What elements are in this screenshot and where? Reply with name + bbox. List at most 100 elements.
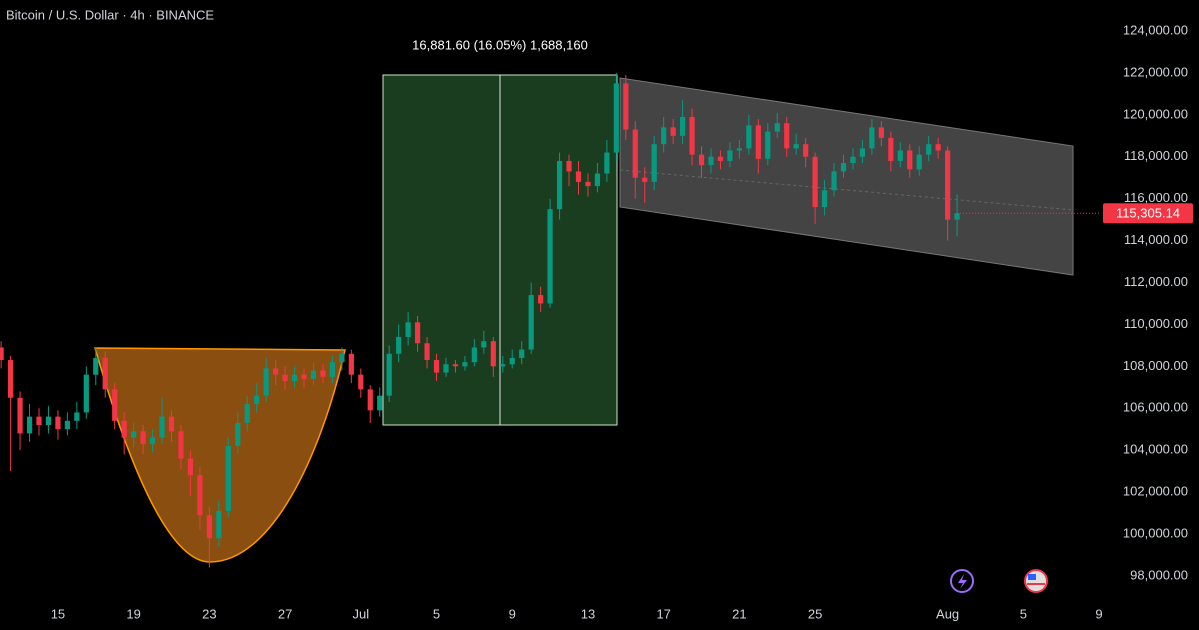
y-tick-label: 122,000.00: [1123, 64, 1188, 79]
candle-body: [206, 515, 212, 539]
candle-body: [0, 347, 4, 361]
candle-body: [746, 125, 752, 149]
candle-body: [897, 150, 903, 161]
candle-body: [121, 420, 127, 438]
candle-body: [945, 150, 951, 220]
candle-body: [235, 422, 241, 446]
candle-body: [708, 156, 714, 166]
candle-body: [623, 83, 629, 130]
candle-body: [566, 160, 572, 172]
us-flag-icon[interactable]: [1024, 569, 1048, 593]
candle-body: [55, 416, 61, 430]
candle-body: [632, 129, 638, 178]
candle-body: [64, 420, 70, 430]
candle-body: [358, 374, 364, 390]
candle-body: [840, 163, 847, 172]
candle-body: [547, 209, 553, 304]
candle-body: [679, 116, 686, 136]
candle-body: [263, 368, 269, 396]
y-tick-label: 124,000.00: [1123, 22, 1188, 37]
candle-body: [509, 357, 515, 365]
candle-body: [888, 137, 894, 161]
candle-body: [850, 156, 856, 164]
candle-body: [348, 353, 354, 375]
candle-body: [414, 322, 421, 344]
candle-body: [869, 127, 875, 149]
candle-body: [670, 127, 676, 136]
candle-body: [433, 360, 440, 373]
candle-body: [812, 156, 818, 208]
candle-body: [320, 370, 326, 377]
candle-body: [7, 360, 14, 398]
candle-body: [538, 295, 544, 304]
y-tick-label: 106,000.00: [1123, 400, 1188, 415]
indicator-icons: [950, 569, 1048, 593]
candle-body: [102, 357, 108, 390]
candle-body: [831, 171, 837, 191]
candle-body: [519, 349, 525, 358]
x-tick-label: 5: [433, 606, 440, 621]
x-tick-label: 23: [202, 606, 216, 621]
last-price-box: [1103, 203, 1193, 224]
candle-body: [424, 343, 430, 361]
candle-body: [377, 395, 383, 411]
candle-body: [651, 144, 657, 182]
candle-body: [878, 127, 884, 138]
candle-body: [774, 123, 780, 132]
y-tick-label: 116,000.00: [1124, 190, 1188, 205]
candle-body: [329, 362, 336, 377]
candle-body: [131, 431, 137, 438]
candle-body: [282, 374, 288, 381]
y-tick-label: 110,000.00: [1124, 316, 1188, 331]
lightning-bolt: [958, 574, 967, 589]
y-tick-label: 120,000.00: [1123, 106, 1188, 121]
candle-body: [907, 150, 913, 170]
candle-body: [793, 144, 799, 149]
y-tick-label: 102,000.00: [1123, 484, 1188, 499]
candle-body: [301, 374, 307, 379]
chart-title: Bitcoin / U.S. Dollar · 4h · BINANCE: [6, 7, 214, 22]
candle-body: [765, 131, 771, 159]
lightning-icon[interactable]: [950, 569, 974, 593]
candle-body: [244, 404, 250, 423]
candle-body: [367, 389, 373, 411]
flag-canton: [1028, 574, 1036, 580]
candle-body: [74, 412, 80, 421]
x-tick-label: 5: [1020, 606, 1027, 621]
candle-body: [216, 510, 222, 539]
candle-body: [490, 341, 496, 367]
candle-body: [36, 416, 42, 426]
x-tick-label: Jul: [352, 606, 369, 621]
candle-body: [140, 431, 146, 444]
candle-body: [17, 397, 23, 434]
x-tick-label: Aug: [936, 606, 959, 621]
y-tick-label: 100,000.00: [1123, 525, 1188, 540]
candle-body: [481, 341, 487, 348]
channel: [619, 77, 1074, 276]
candle-body: [462, 362, 468, 367]
measure-label: 16,881.60 (16.05%) 1,688,160: [412, 37, 588, 52]
channel-midline: [619, 169, 1074, 211]
y-tick-label: 114,000.00: [1124, 232, 1188, 247]
x-tick-label: 9: [509, 606, 516, 621]
y-tick-label: 112,000.00: [1124, 274, 1188, 289]
candle-body: [803, 144, 809, 157]
candle-body: [755, 125, 761, 159]
candle-body: [528, 295, 534, 350]
x-tick-label: 21: [732, 606, 746, 621]
y-tick-label: 108,000.00: [1123, 358, 1188, 373]
candle-body: [954, 213, 960, 220]
candle-body: [613, 83, 619, 153]
candle-body: [291, 374, 298, 381]
candle-body: [452, 364, 459, 367]
candle-body: [594, 173, 601, 187]
candle-body: [784, 123, 790, 149]
candle-body: [149, 437, 156, 444]
candle-body: [273, 368, 279, 375]
x-tick-label: 17: [656, 606, 670, 621]
candle-body: [661, 127, 667, 145]
candle-body: [689, 116, 695, 155]
candle-body: [717, 156, 724, 161]
y-tick-label: 104,000.00: [1123, 442, 1188, 457]
